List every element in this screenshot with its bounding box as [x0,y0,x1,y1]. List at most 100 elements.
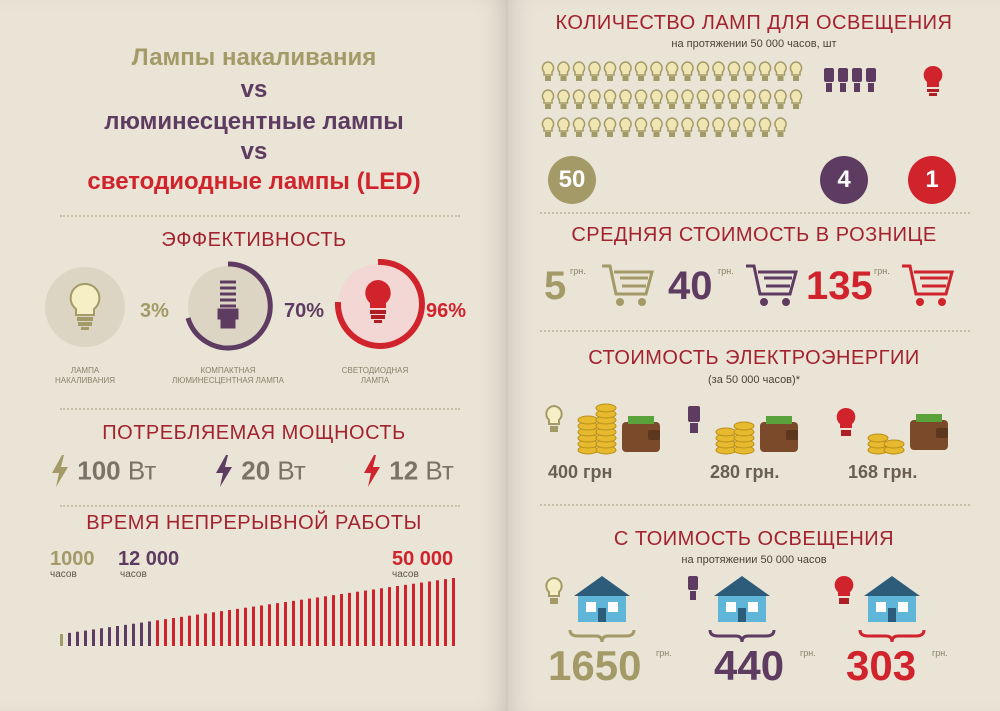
caption-line: КОМПАКТНАЯ [200,366,256,375]
count-badge: 4 [820,156,868,204]
lifetime-bar [428,581,431,646]
bolt-icon [216,455,232,488]
power-value: 20 [241,455,271,486]
lifetime-bar [324,596,327,646]
bulb-icon [712,117,725,137]
divider [60,215,460,217]
lifetime-bar [284,602,287,646]
bulb-icon [557,61,570,81]
bulb-icon [727,61,741,81]
efficiency-ring-led [334,258,425,349]
count-badge: 50 [548,156,596,204]
divider [60,505,460,507]
lifetime-bar [444,579,447,646]
title-vs1: vs [240,76,268,103]
lifetime-bar [412,583,415,646]
energy-cost: 280 грн. [710,462,780,482]
efficiency-caption: СВЕТОДИОДНАЯ ЛАМПА [335,366,415,386]
retail-heading: СРЕДНЯЯ СТОИМОСТЬ В РОЗНИЦЕ [571,224,937,246]
bolt-icon [52,455,68,488]
led-icon [365,280,391,323]
lifetime-value: 50 000 [392,548,454,570]
bulb-icon [603,61,617,81]
lifetime-bar [252,606,255,646]
lighting-unit: грн. [800,648,816,658]
lifetime-bar [196,614,199,646]
lifetime-unit: часов [120,569,147,580]
count-heading: КОЛИЧЕСТВО ЛАМП ДЛЯ ОСВЕЩЕНИЯ [555,12,953,34]
bulb-icon [774,61,787,81]
lighting-unit: грн. [932,648,948,658]
bulb-icon [712,61,725,81]
lighting-illustration-cfl [688,576,776,642]
coins-icon [867,433,905,455]
lifetime-bar [76,631,79,646]
coins-icon [715,421,755,455]
lifetime-bar [356,591,359,646]
cart-icon [902,264,954,306]
incandescent-bulb-grid [541,61,803,137]
bulb-icon [789,61,803,81]
lifetime-bar [348,592,351,646]
lifetime-unit: часов [392,569,419,580]
bulb-icon [665,61,679,81]
bulb-icon [681,61,694,81]
house-icon [864,576,920,622]
lighting-sub: на протяжении 50 000 часов [681,554,827,566]
wallet-icon [760,416,798,452]
lifetime-bar [132,623,135,646]
retail-price: 40 [668,264,713,308]
power-value: 12 [389,455,419,486]
lifetime-bar [380,588,383,646]
lifetime-unit: часов [50,569,77,580]
power-heading: ПОТРЕБЛЯЕМАЯ МОЩНОСТЬ [102,422,406,444]
lifetime-bar [452,578,455,646]
lifetime-bar [260,605,263,646]
lifetime-bar [212,612,215,646]
lighting-cost: 440 [714,642,785,689]
bulb-icon [789,89,803,109]
bulb-icon [572,89,586,109]
caption-line: ЛАМПА [360,376,390,385]
bulb-icon [634,89,648,109]
caption-line: НАКАЛИВАНИЯ [55,376,115,385]
bulb-icon [696,117,710,137]
lifetime-bar [332,595,335,646]
lifetime-bar [116,626,119,646]
cfl-icon [217,280,239,329]
bulb-icon [665,89,679,109]
lifetime-bar [396,586,399,646]
bulb-icon [541,117,555,137]
count-badge: 1 [908,156,956,204]
power-led: 12 Вт [362,454,454,488]
title-line3: светодиодные лампы (LED) [87,168,421,195]
bolt-icon [364,455,380,488]
bulb-icon [681,89,694,109]
lifetime-bar [268,604,271,646]
bulb-icon [572,117,586,137]
caption-line: ЛАМПА [70,366,100,375]
lifetime-bar [164,619,167,646]
house-icon [714,576,770,622]
bulb-icon [758,117,772,137]
lifetime-value: 1000 [50,548,95,570]
energy-cost: 168 грн. [848,462,918,482]
power-unit: Вт [277,455,306,486]
bulb-icon [743,61,756,81]
bulb-icon [743,117,756,137]
wallet-icon [622,416,660,452]
bulb-icon [545,404,563,432]
efficiency-caption: КОМПАКТНАЯ ЛЮМИНЕСЦЕНТНАЯ ЛАМПА [168,366,288,386]
house-icon [574,576,630,622]
bulb-icon [727,117,741,137]
lifetime-bar [140,622,143,646]
bulb-icon [541,89,555,109]
lifetime-bar [316,597,319,646]
cfl-group-icon [824,68,876,92]
lifetime-bar [180,616,183,646]
efficiency-percent: 3% [140,300,169,322]
energy-illustration-incandescent [545,403,660,455]
lifetime-bars [60,578,455,646]
lifetime-bar [308,598,311,646]
retail-price: 5 [544,264,567,308]
